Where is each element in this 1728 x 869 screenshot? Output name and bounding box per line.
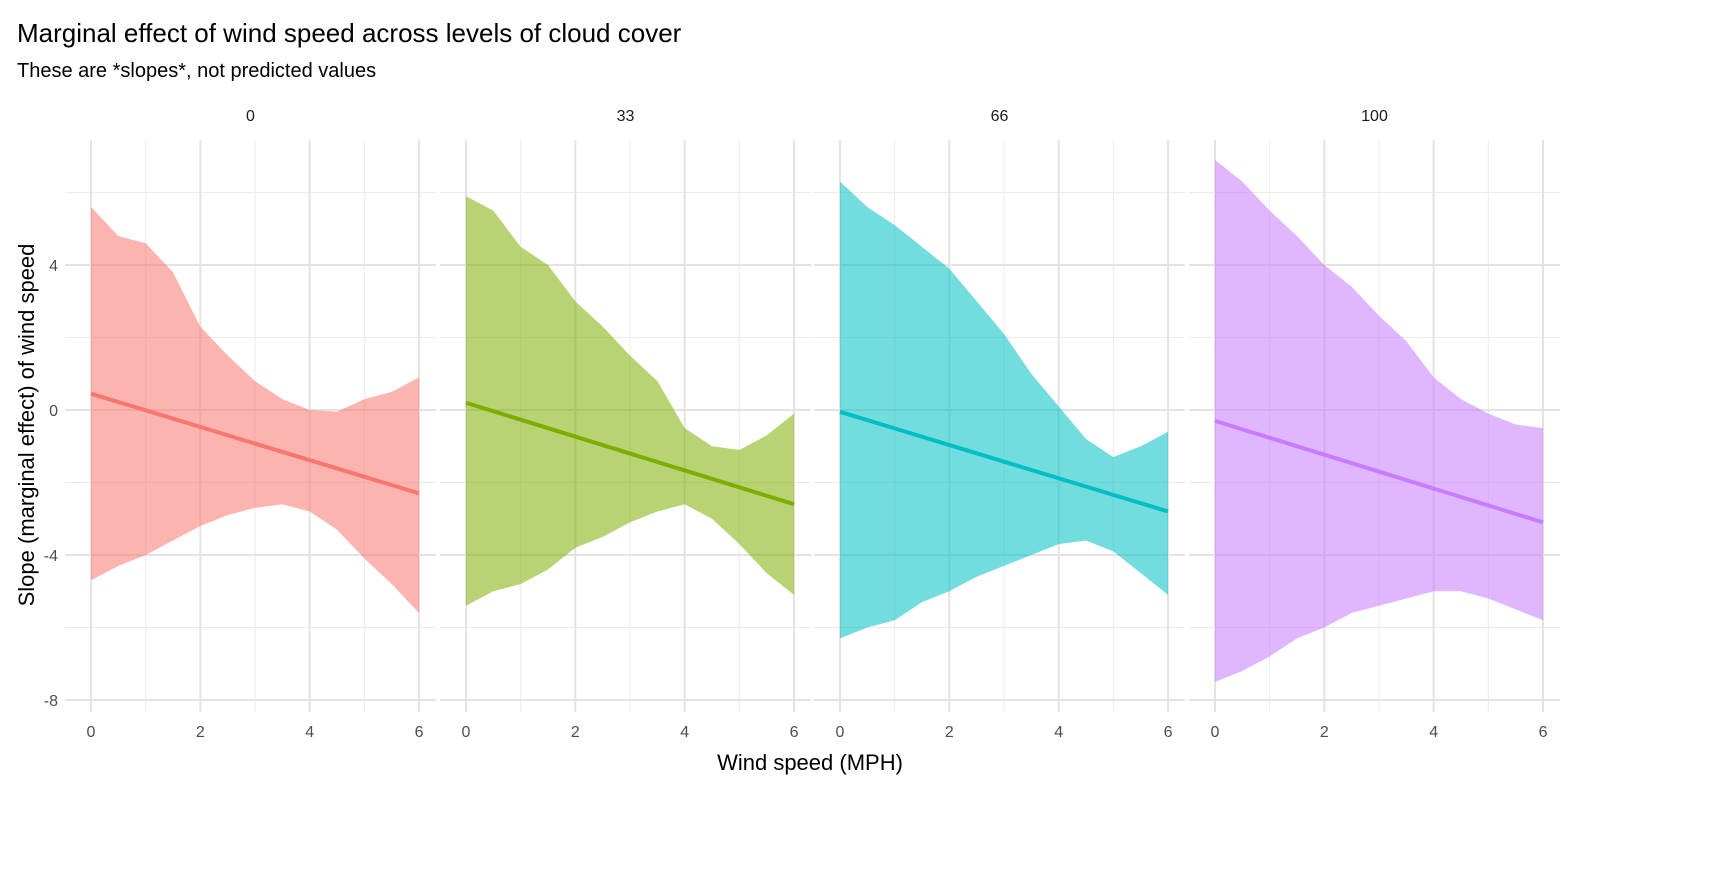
facet-panel-33: 33 0 2 4 6 [440, 108, 811, 741]
x-tick-label: 4 [305, 724, 314, 741]
x-tick-label: 2 [1320, 724, 1329, 741]
confidence-ribbon [1215, 159, 1543, 682]
chart-title: Marginal effect of wind speed across lev… [17, 18, 682, 48]
x-tick-label: 4 [680, 724, 689, 741]
facet-strip-label: 0 [246, 108, 255, 125]
x-axis-label: Wind speed (MPH) [717, 750, 903, 775]
x-tick-label: 0 [1211, 724, 1220, 741]
y-tick-label: 4 [49, 258, 58, 275]
confidence-ribbon [466, 196, 794, 606]
slope-line [465, 400, 795, 507]
y-axis-label: Slope (marginal effect) of wind speed [14, 244, 39, 607]
x-tick-label: 6 [1164, 724, 1173, 741]
x-tick-label: 0 [836, 724, 845, 741]
x-tick-label: 0 [87, 724, 96, 741]
y-tick-label: -8 [44, 693, 58, 710]
chart-subtitle: These are *slopes*, not predicted values [17, 60, 376, 82]
x-tick-label: 6 [790, 724, 799, 741]
x-tick-label: 2 [571, 724, 580, 741]
x-tick-label: 6 [1539, 724, 1548, 741]
y-tick-label: -4 [44, 548, 58, 565]
x-tick-label: 2 [196, 724, 205, 741]
x-tick-label: 2 [945, 724, 954, 741]
confidence-ribbon [840, 181, 1168, 639]
facet-strip-label: 100 [1361, 108, 1388, 125]
x-tick-label: 4 [1429, 724, 1438, 741]
y-tick-label: 0 [49, 403, 58, 420]
facet-strip-label: 66 [991, 108, 1009, 125]
slope-line [90, 391, 420, 496]
facet-panel-100: 100 0 2 4 6 [1189, 108, 1560, 741]
x-tick-label: 6 [415, 724, 424, 741]
facet-panel-0: 0 0 2 4 6 [65, 108, 436, 741]
facet-strip-label: 33 [617, 108, 635, 125]
x-tick-label: 4 [1054, 724, 1063, 741]
confidence-ribbon [91, 207, 419, 613]
facet-panel-66: 66 0 2 4 6 [814, 108, 1185, 741]
slope-line [1214, 418, 1544, 525]
slope-line [839, 409, 1169, 514]
x-tick-label: 0 [462, 724, 471, 741]
